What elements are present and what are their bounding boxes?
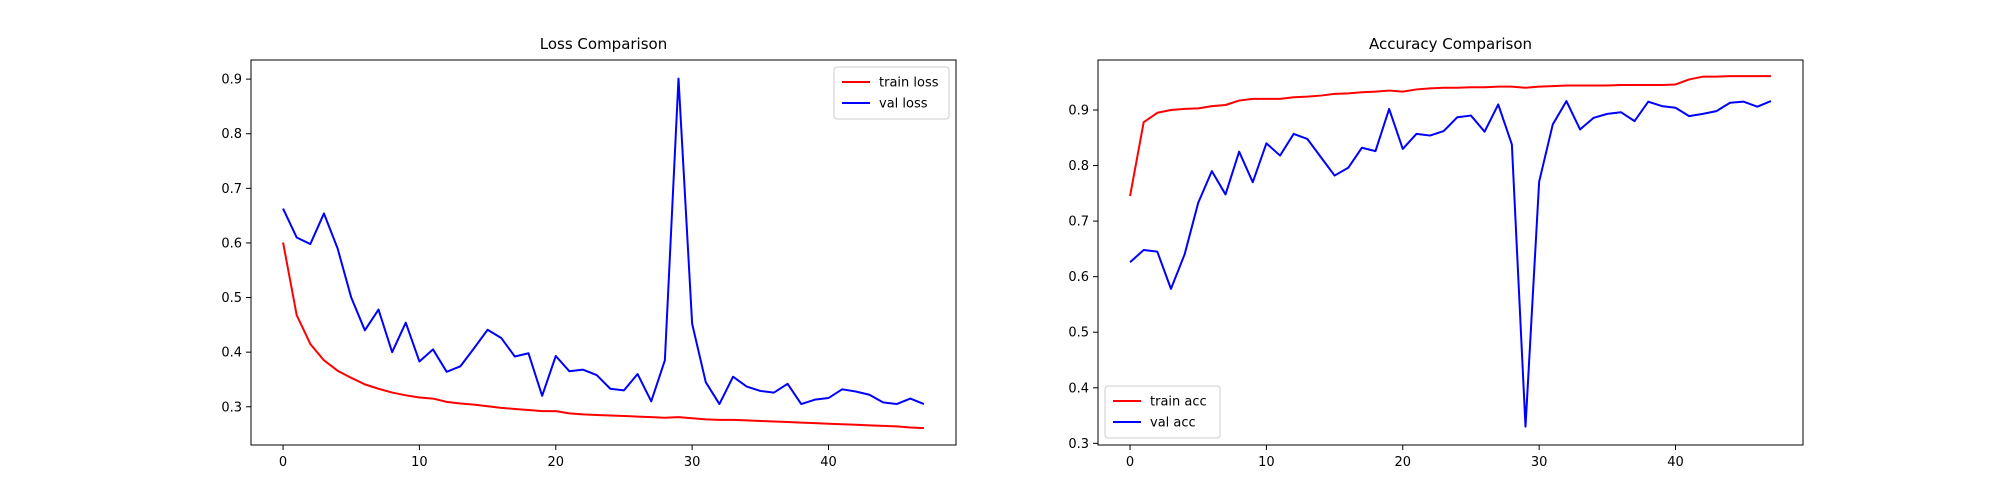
y-tick-label: 0.8: [221, 127, 242, 142]
y-tick-label: 0.9: [221, 73, 242, 88]
legend-label: val loss: [879, 97, 928, 112]
x-tick-label: 10: [411, 455, 428, 470]
y-tick-label: 0.5: [1068, 326, 1089, 341]
x-tick-label: 40: [820, 455, 837, 470]
y-tick-label: 0.5: [221, 291, 242, 306]
chart-2: Accuracy Comparison 0 10 20 30 40 0.3 0.4 0.5 0.6…: [1068, 35, 1804, 470]
series-line-train-loss: [282, 242, 924, 430]
y-tick-label: 0.3: [221, 400, 242, 415]
axes-frame: [1097, 59, 1804, 446]
legend-box: [833, 66, 950, 120]
chart-1: Loss Comparison 0 10 20 30 40 0.3 0.4 0.5 0.6 0.7 0…: [221, 35, 957, 470]
y-tick-label: 0.7: [221, 182, 242, 197]
x-tick-label: 0: [279, 455, 287, 470]
legend-label: val acc: [1150, 416, 1196, 431]
legend: train loss val loss: [833, 66, 950, 120]
y-tick-label: 0.8: [1068, 159, 1089, 174]
series-line-val-acc: [1129, 100, 1772, 428]
y-tick-label: 0.4: [221, 346, 242, 361]
x-tick-label: 0: [1126, 455, 1134, 470]
y-tick-label: 0.4: [1068, 381, 1089, 396]
axes-frame: [250, 59, 957, 446]
series-line-val-loss: [282, 77, 925, 406]
x-tick-label: 40: [1667, 455, 1684, 470]
legend: train acc val acc: [1104, 385, 1221, 439]
x-tick-label: 20: [1394, 455, 1411, 470]
legend-label: train acc: [1150, 395, 1207, 410]
x-tick-label: 30: [684, 455, 701, 470]
y-tick-label: 0.6: [1068, 270, 1089, 285]
chart-title: Accuracy Comparison: [1369, 35, 1532, 53]
legend-label: train loss: [879, 76, 939, 91]
y-tick-label: 0.3: [1068, 437, 1089, 452]
x-tick-label: 10: [1258, 455, 1275, 470]
y-tick-label: 0.9: [1068, 104, 1089, 119]
y-tick-label: 0.7: [1068, 215, 1089, 230]
x-tick-label: 30: [1531, 455, 1548, 470]
x-tick-label: 20: [547, 455, 564, 470]
chart-title: Loss Comparison: [540, 35, 667, 53]
series-line-train-acc: [1129, 75, 1771, 197]
legend-box: [1104, 385, 1221, 439]
y-tick-label: 0.6: [221, 236, 242, 251]
